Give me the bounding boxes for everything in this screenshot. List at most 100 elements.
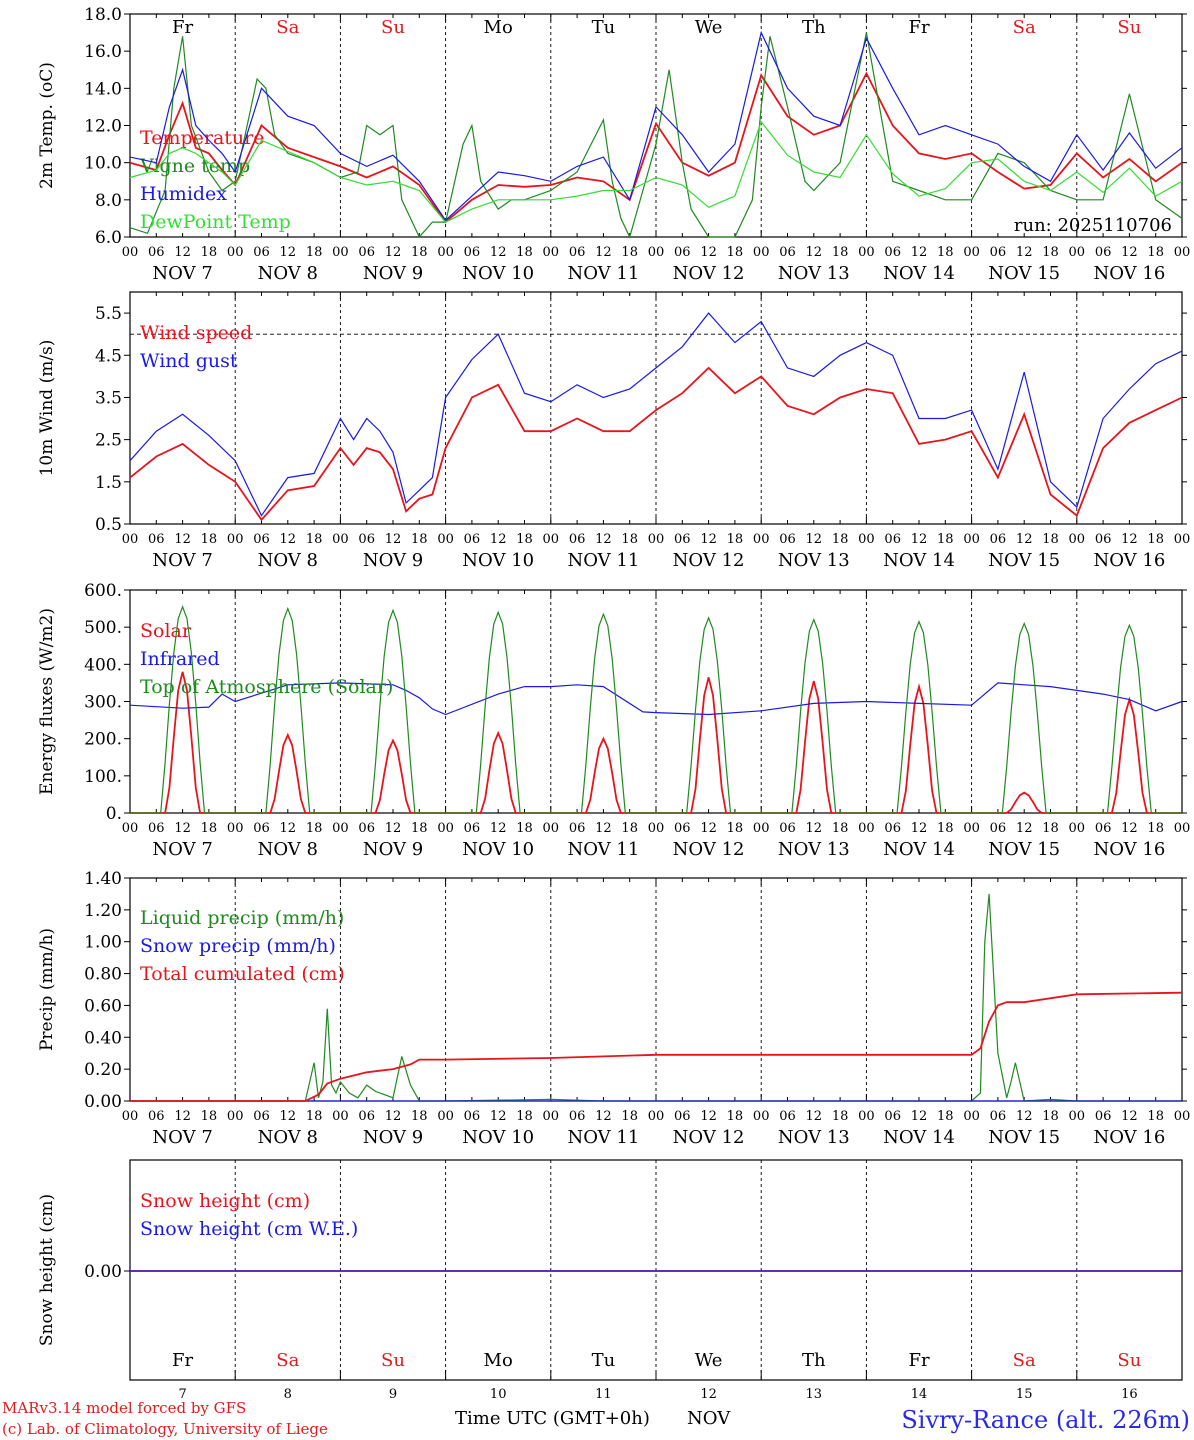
day-name: Su: [381, 17, 405, 38]
x-date-label: NOV 15: [988, 839, 1060, 860]
panel-snow: 0.00 Snow height (cm) Snow height (cm) Snow…: [37, 1159, 1183, 1402]
x-date-label: NOV 8: [258, 1127, 318, 1148]
x-hour-label: 06: [464, 532, 481, 547]
x-hour-label: 12: [385, 245, 402, 260]
x-date-label: NOV 7: [152, 1127, 212, 1148]
y-tick-label: 500.: [84, 618, 122, 638]
day-name: Fr: [172, 1350, 193, 1371]
x-hour-label: 06: [569, 821, 586, 836]
x-hour-label: 00: [1069, 245, 1086, 260]
x-hour-label: 18: [832, 1109, 849, 1124]
y-tick-label: 0.20: [84, 1060, 122, 1080]
x-hour-label: 18: [1042, 532, 1059, 547]
x-hour-label: 00: [543, 532, 560, 547]
x-date-label: NOV 10: [462, 839, 534, 860]
x-hour-label: 12: [280, 821, 297, 836]
y-tick-label: 1.20: [84, 901, 122, 921]
y-tick-label: 400.: [84, 655, 122, 675]
day-name: Fr: [908, 17, 929, 38]
x-hour-label: 00: [1174, 245, 1191, 260]
x-date-label: NOV 9: [363, 1127, 423, 1148]
x-hour-label: 18: [1147, 1109, 1164, 1124]
day-number: 10: [490, 1387, 507, 1402]
y-tick-label: 0.00: [84, 1092, 122, 1112]
series-line-top-of-atmosphere-solar: [130, 604, 1182, 814]
x-hour-label: 18: [937, 1109, 954, 1124]
x-hour-label: 00: [753, 532, 770, 547]
legend-entry: Liquid precip (mm/h): [140, 907, 344, 929]
x-hour-label: 18: [516, 1109, 533, 1124]
x-hour-label: 12: [806, 532, 823, 547]
x-hour-label: 18: [1042, 821, 1059, 836]
x-hour-label: 18: [201, 821, 218, 836]
x-hour-label: 00: [437, 821, 454, 836]
legend-entry: Infrared: [140, 648, 220, 670]
y-tick-label: 2.5: [95, 431, 122, 451]
day-name: We: [695, 1350, 723, 1371]
x-date-label: NOV 10: [462, 550, 534, 571]
day-name: Su: [1117, 1350, 1141, 1371]
x-hour-label: 06: [674, 532, 691, 547]
x-date-label: NOV 16: [1093, 550, 1165, 571]
x-hour-label: 06: [1095, 532, 1112, 547]
x-date-label: NOV 12: [673, 839, 745, 860]
x-hour-label: 00: [437, 245, 454, 260]
x-date-label: NOV 9: [363, 263, 423, 284]
x-hour-label: 18: [201, 245, 218, 260]
run-label: run: 2025110706: [1014, 215, 1172, 236]
x-hour-label: 12: [1121, 1109, 1138, 1124]
legend-entry: Temperature: [140, 127, 264, 149]
x-hour-label: 00: [332, 1109, 349, 1124]
day-number: 14: [911, 1387, 928, 1402]
legend-entry: Snow height (cm W.E.): [140, 1218, 358, 1240]
x-hour-label: 00: [227, 1109, 244, 1124]
x-hour-label: 12: [280, 1109, 297, 1124]
x-hour-label: 06: [464, 245, 481, 260]
footer: MARv3.14 model forced by GFS (c) Lab. of …: [2, 1399, 1190, 1438]
x-hour-label: 06: [990, 1109, 1007, 1124]
x-hour-label: 00: [332, 821, 349, 836]
y-tick-label: 1.5: [95, 473, 122, 493]
x-hour-label: 12: [280, 245, 297, 260]
x-hour-label: 18: [1042, 1109, 1059, 1124]
day-name: Mo: [484, 17, 513, 38]
x-hour-label: 00: [963, 245, 980, 260]
x-hour-label: 00: [332, 532, 349, 547]
x-hour-label: 00: [648, 1109, 665, 1124]
x-hour-label: 12: [911, 245, 928, 260]
x-hour-label: 00: [543, 821, 560, 836]
x-hour-label: 12: [1016, 1109, 1033, 1124]
day-number: 16: [1121, 1387, 1138, 1402]
x-hour-label: 06: [358, 532, 375, 547]
x-hour-label: 06: [884, 245, 901, 260]
x-hour-label: 00: [648, 532, 665, 547]
x-hour-label: 06: [253, 532, 270, 547]
x-hour-label: 18: [306, 245, 323, 260]
day-name: Fr: [908, 1350, 929, 1371]
series-line-wind-gust: [129, 312, 1183, 517]
x-hour-label: 18: [1147, 532, 1164, 547]
x-hour-label: 00: [1069, 1109, 1086, 1124]
x-hour-label: 06: [569, 1109, 586, 1124]
y-tick-label: 600.: [84, 581, 122, 601]
x-hour-label: 12: [1016, 821, 1033, 836]
x-date-label: NOV 15: [988, 1127, 1060, 1148]
x-hour-label: 00: [963, 1109, 980, 1124]
x-hour-label: 12: [806, 1109, 823, 1124]
x-hour-label: 00: [858, 1109, 875, 1124]
x-hour-label: 18: [621, 821, 638, 836]
x-hour-label: 12: [911, 532, 928, 547]
day-number: 15: [1016, 1387, 1033, 1402]
x-hour-label: 18: [621, 1109, 638, 1124]
day-number: 11: [595, 1387, 612, 1402]
x-hour-label: 06: [253, 1109, 270, 1124]
x-date-label: NOV 16: [1093, 263, 1165, 284]
x-hour-label: 00: [648, 245, 665, 260]
x-date-label: NOV 9: [363, 839, 423, 860]
x-hour-label: 06: [674, 245, 691, 260]
x-date-label: NOV 7: [152, 839, 212, 860]
x-date-label: NOV 15: [988, 263, 1060, 284]
x-hour-label: 18: [201, 532, 218, 547]
x-hour-label: 06: [1095, 245, 1112, 260]
station-label: Sivry-Rance (alt. 226m): [901, 1406, 1190, 1434]
